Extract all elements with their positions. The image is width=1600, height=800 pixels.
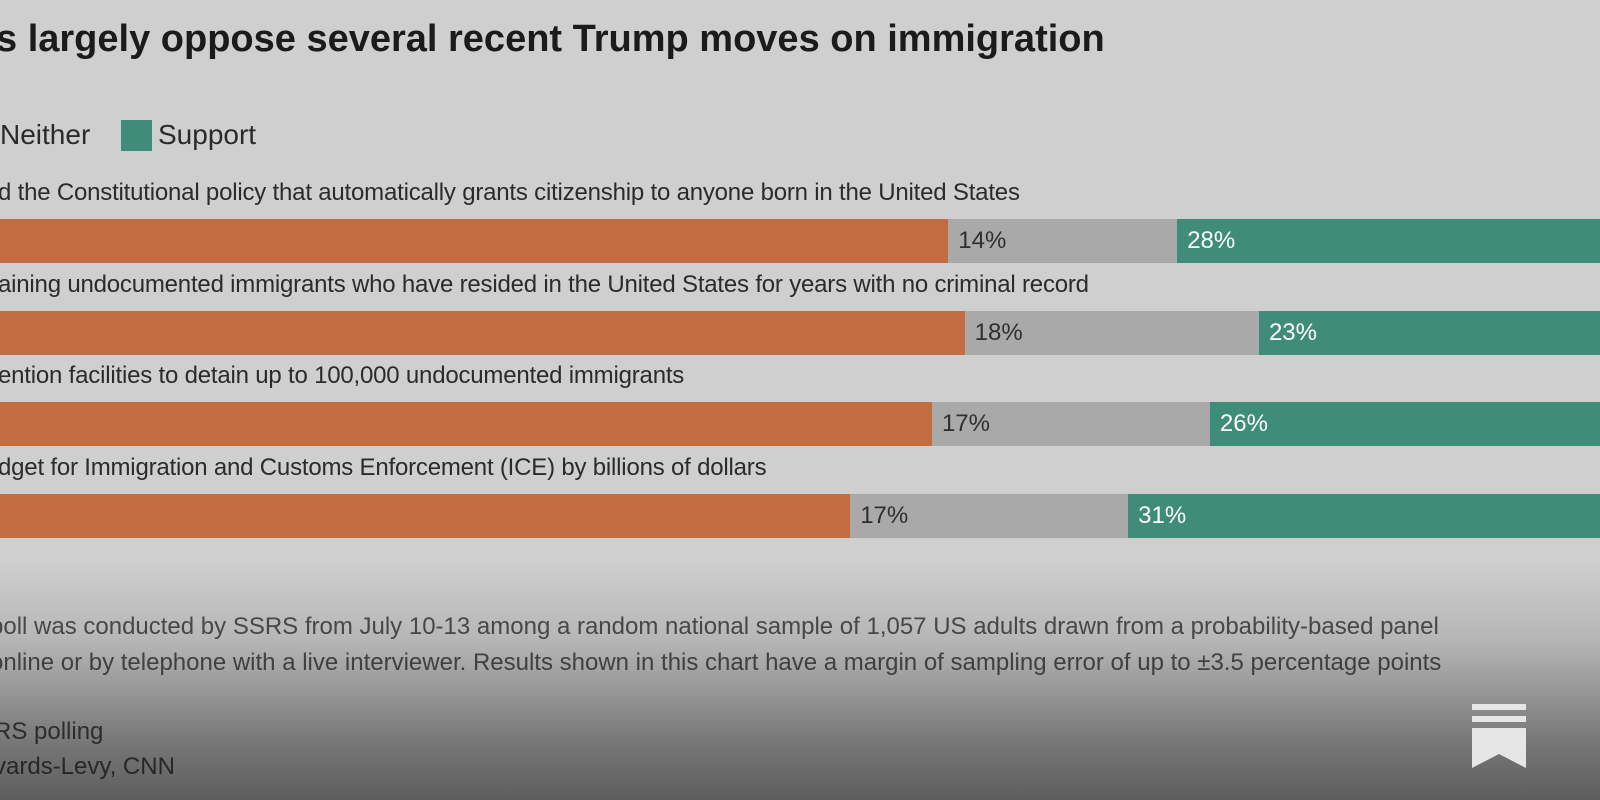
footnote-line-2: online or by telephone with a live inter… [0,649,1442,676]
row-label: d the Constitutional policy that automat… [0,179,1020,206]
data-label-support: 23% [1268,318,1317,346]
data-label-support: 31% [1138,501,1187,529]
legend-item-support: Support [121,118,256,152]
bar-segment-oppose [0,402,932,446]
bar-segment-support [1177,219,1600,263]
data-label-neither: 17% [860,501,909,529]
chart-title: s largely oppose several recent Trump mo… [0,18,1105,60]
data-label-neither: 17% [941,410,990,437]
bar-segment-oppose [0,219,949,263]
legend-label-neither: Neither [0,119,91,150]
source-line-2: vards-Levy, CNN [0,753,175,780]
legend-swatch-support [121,119,152,151]
bookmark-icon[interactable] [1470,704,1528,768]
row-label: ention facilities to detain up to 100,00… [0,362,685,389]
row-label: aining undocumented immigrants who have … [0,270,1089,298]
footnote-line-1: poll was conducted by SSRS from July 10-… [0,613,1439,640]
legend-item-neither: Neither [0,118,90,152]
source-line-1: RS polling [0,718,104,745]
data-label-neither: 18% [974,318,1023,346]
row-label: dget for Immigration and Customs Enforce… [0,453,767,481]
bar-segment-support [1128,493,1600,538]
data-label-support: 26% [1219,410,1268,437]
bar-segment-oppose [0,310,965,355]
legend-label-support: Support [158,119,257,150]
data-label-neither: 14% [958,227,1007,254]
bar-segment-oppose [0,493,851,538]
bar-segment-support [1209,402,1600,446]
data-label-support: 28% [1187,227,1236,254]
